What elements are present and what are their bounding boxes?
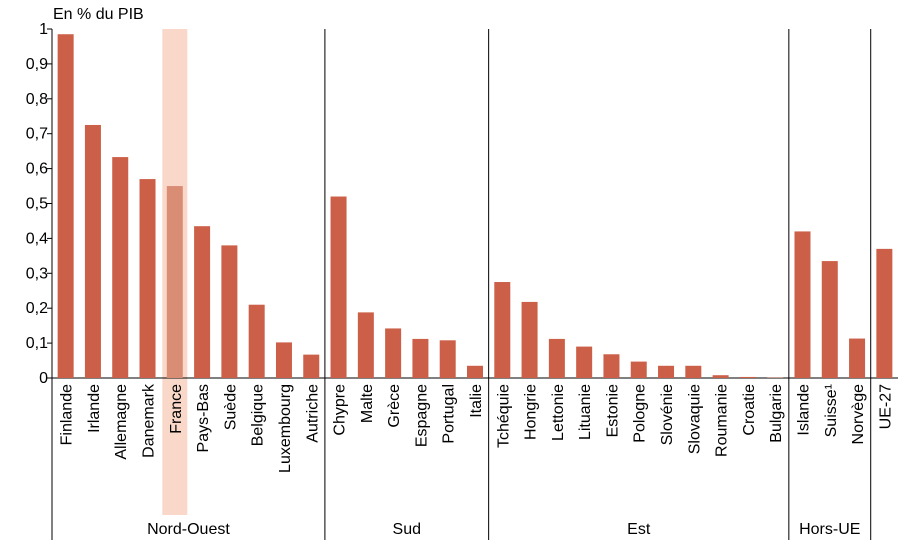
y-tick-label: 0,4	[26, 230, 48, 247]
x-tick-label: Autriche	[304, 384, 321, 443]
x-tick-label: Pologne	[632, 384, 649, 443]
x-tick-label: Bulgarie	[768, 384, 785, 443]
x-tick-label: Malte	[359, 384, 376, 423]
bar	[330, 196, 347, 378]
labels-layer: En % du PIB 0 0,1 0,2 0,3 0,4 0,5 0,6 0,7 0,8 0,9…	[26, 6, 895, 538]
x-tick-label: Slovaquie	[686, 384, 703, 454]
y-axis-title: En % du PIB	[53, 6, 144, 23]
bar	[876, 248, 893, 378]
y-tick-label: 0,3	[26, 265, 48, 282]
bar	[794, 231, 811, 378]
x-tick-label: Croatie	[741, 384, 758, 436]
x-tick-label: Lettonie	[550, 384, 567, 441]
x-tick-label: Belgique	[250, 384, 267, 446]
x-tick-label: Suisse¹	[823, 384, 840, 437]
bar	[248, 304, 265, 378]
y-tick-label: 0	[39, 370, 48, 387]
bar	[603, 354, 620, 378]
bar	[194, 226, 211, 378]
x-tick-label: Hongrie	[523, 384, 540, 440]
bar	[712, 375, 729, 378]
x-tick-label: Luxembourg	[277, 384, 294, 473]
x-tick-label: Tchéquie	[495, 384, 512, 448]
x-tick-label: Islande	[795, 384, 812, 436]
bars-layer	[57, 34, 893, 379]
bar	[412, 338, 429, 378]
x-tick-label: Norvège	[850, 384, 867, 445]
y-tick-label: 0,5	[26, 196, 48, 213]
bar	[630, 361, 647, 378]
group-label: Nord-Ouest	[147, 521, 230, 538]
bar	[821, 261, 838, 378]
x-tick-label: Allemagne	[113, 384, 130, 460]
y-tick-label: 0,2	[26, 300, 48, 317]
bar	[112, 157, 129, 378]
group-label: Sud	[393, 521, 421, 538]
x-tick-label: Suède	[222, 384, 239, 430]
y-tick-label: 0,9	[26, 56, 48, 73]
bar	[139, 179, 156, 378]
bar	[467, 365, 483, 378]
x-tick-label: Pays-Bas	[195, 384, 212, 452]
x-tick-label: France	[168, 384, 185, 434]
x-tick-label: Grèce	[386, 384, 403, 428]
x-tick-label: UE-27	[877, 384, 894, 429]
bar	[739, 376, 756, 378]
x-tick-label: Danemark	[141, 383, 158, 458]
x-tick-label: Italie	[468, 384, 485, 418]
y-tick-label: 0,1	[26, 335, 48, 352]
bar	[275, 342, 292, 378]
bar	[494, 282, 511, 378]
bar	[385, 328, 402, 378]
x-tick-label: Lituanie	[577, 384, 594, 440]
x-tick-label: Portugal	[441, 384, 458, 444]
x-tick-label: Irlande	[86, 384, 103, 433]
x-tick-label: Estonie	[604, 384, 621, 437]
bar	[849, 338, 866, 378]
y-tick-label: 1	[39, 21, 48, 38]
bar	[84, 124, 101, 378]
x-tick-label: Slovénie	[659, 384, 676, 445]
bar	[57, 34, 74, 379]
x-tick-label: Finlande	[59, 384, 76, 445]
y-tick-label: 0,8	[26, 91, 48, 108]
bar	[521, 301, 538, 378]
group-label: Hors-UE	[799, 521, 860, 538]
x-tick-label: Roumanie	[714, 384, 731, 457]
bar	[658, 365, 675, 378]
bar	[303, 354, 320, 378]
bar	[221, 245, 238, 378]
y-tick-label: 0,6	[26, 161, 48, 178]
x-tick-label: Espagne	[413, 384, 430, 447]
y-tick-label: 0,7	[26, 126, 48, 143]
bar	[685, 365, 702, 378]
x-tick-label: Chypre	[332, 384, 349, 436]
bar	[576, 346, 593, 378]
bar	[548, 338, 565, 378]
bar	[357, 312, 374, 378]
bar	[439, 340, 456, 378]
bar	[166, 186, 183, 378]
group-label: Est	[627, 521, 651, 538]
